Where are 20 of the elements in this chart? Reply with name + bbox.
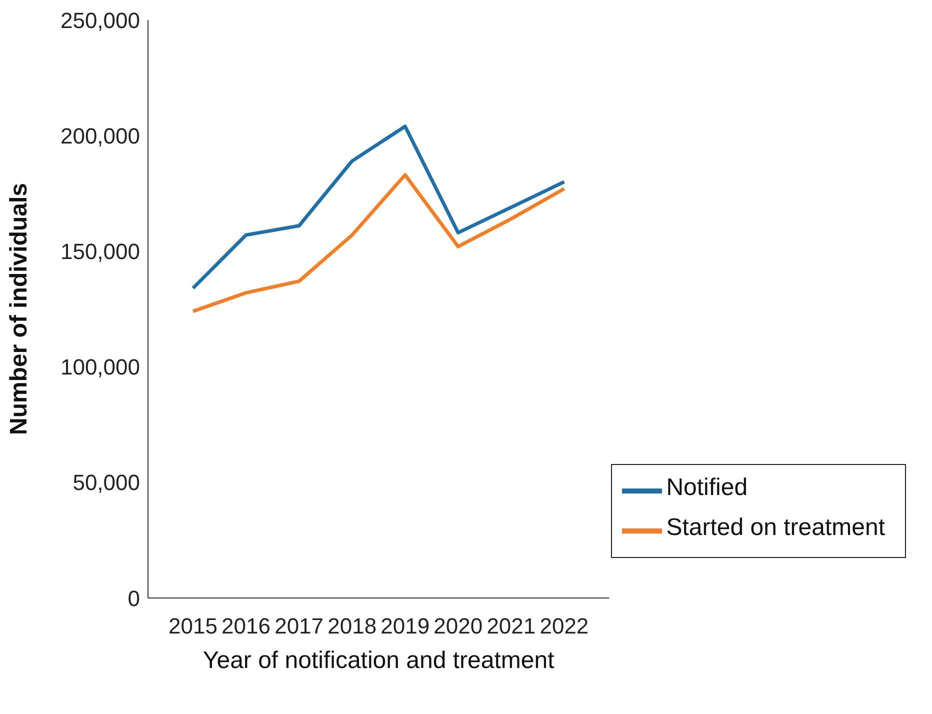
x-tick-label: 2016 [222,614,271,639]
y-tick-label: 250,000 [60,8,140,33]
x-tick-label: 2017 [274,614,324,639]
y-tick-label: 50,000 [72,470,140,496]
y-tick-label: 100,000 [60,354,140,380]
x-axis-title: Year of notification and treatment [202,647,555,674]
legend-label: Started on treatment [666,514,885,542]
y-tick-label: 0 [128,586,140,611]
x-tick-label: 2022 [540,614,589,639]
x-tick-label: 2018 [328,614,377,639]
x-tick-label: 2019 [380,614,430,639]
y-axis-title: Number of individuals [6,182,33,436]
y-tick-label: 150,000 [60,239,140,264]
legend-label: Notified [666,474,748,502]
x-tick-label: 2021 [486,614,536,639]
y-tick-label: 200,000 [60,123,140,148]
line-series [191,124,566,290]
x-tick-label: 2015 [168,614,218,639]
line-series [191,173,566,314]
x-tick-label: 2020 [434,614,483,639]
